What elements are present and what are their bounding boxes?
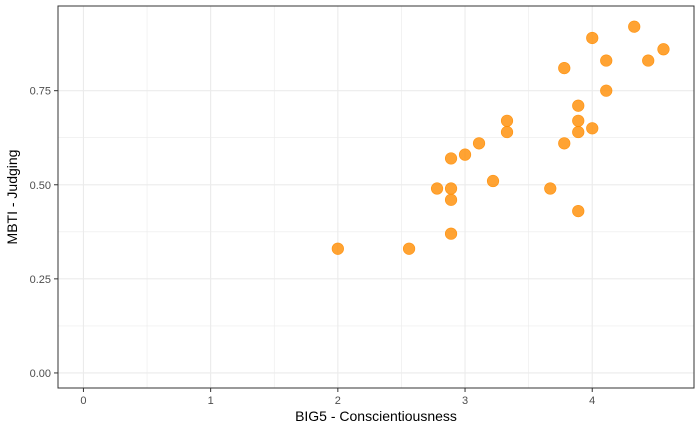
x-tick-label: 1 — [208, 395, 214, 407]
data-point — [472, 137, 486, 150]
data-point — [444, 193, 458, 206]
x-axis-title: BIG5 - Conscientiousness — [295, 408, 457, 424]
data-point — [558, 61, 571, 75]
data-point — [458, 148, 472, 161]
data-point — [642, 54, 655, 67]
data-point — [572, 125, 585, 139]
x-tick-label: 0 — [80, 395, 86, 407]
y-tick-label: 0.00 — [30, 368, 51, 380]
data-point — [657, 43, 670, 56]
data-point — [586, 31, 599, 45]
data-point — [572, 205, 585, 218]
data-point — [600, 54, 613, 67]
data-point — [628, 20, 641, 33]
data-point — [572, 114, 585, 127]
x-tick-label: 3 — [462, 395, 468, 407]
data-point — [444, 227, 458, 240]
data-points — [331, 20, 670, 255]
data-point — [600, 84, 613, 97]
y-tick-label: 0.75 — [30, 86, 51, 98]
y-axis-title: MBTI - Judging — [4, 150, 20, 245]
data-point — [544, 182, 557, 195]
data-point — [402, 242, 416, 255]
axis-ticks: 0 1 2 3 4 0.00 0.25 0.50 0.75 — [30, 86, 596, 407]
data-point — [430, 182, 444, 195]
data-point — [500, 114, 514, 127]
data-point — [586, 122, 599, 135]
data-point — [444, 182, 458, 195]
x-tick-label: 4 — [589, 395, 595, 407]
y-tick-label: 0.25 — [30, 274, 51, 286]
plot-panel-border — [57, 5, 695, 389]
y-tick-label: 0.50 — [30, 180, 51, 192]
data-point — [331, 242, 344, 255]
data-point — [444, 152, 458, 165]
data-point — [572, 99, 585, 112]
data-point — [558, 137, 571, 150]
x-tick-label: 2 — [335, 395, 341, 407]
grid — [58, 6, 694, 388]
data-point — [486, 174, 500, 188]
data-point — [500, 125, 514, 139]
